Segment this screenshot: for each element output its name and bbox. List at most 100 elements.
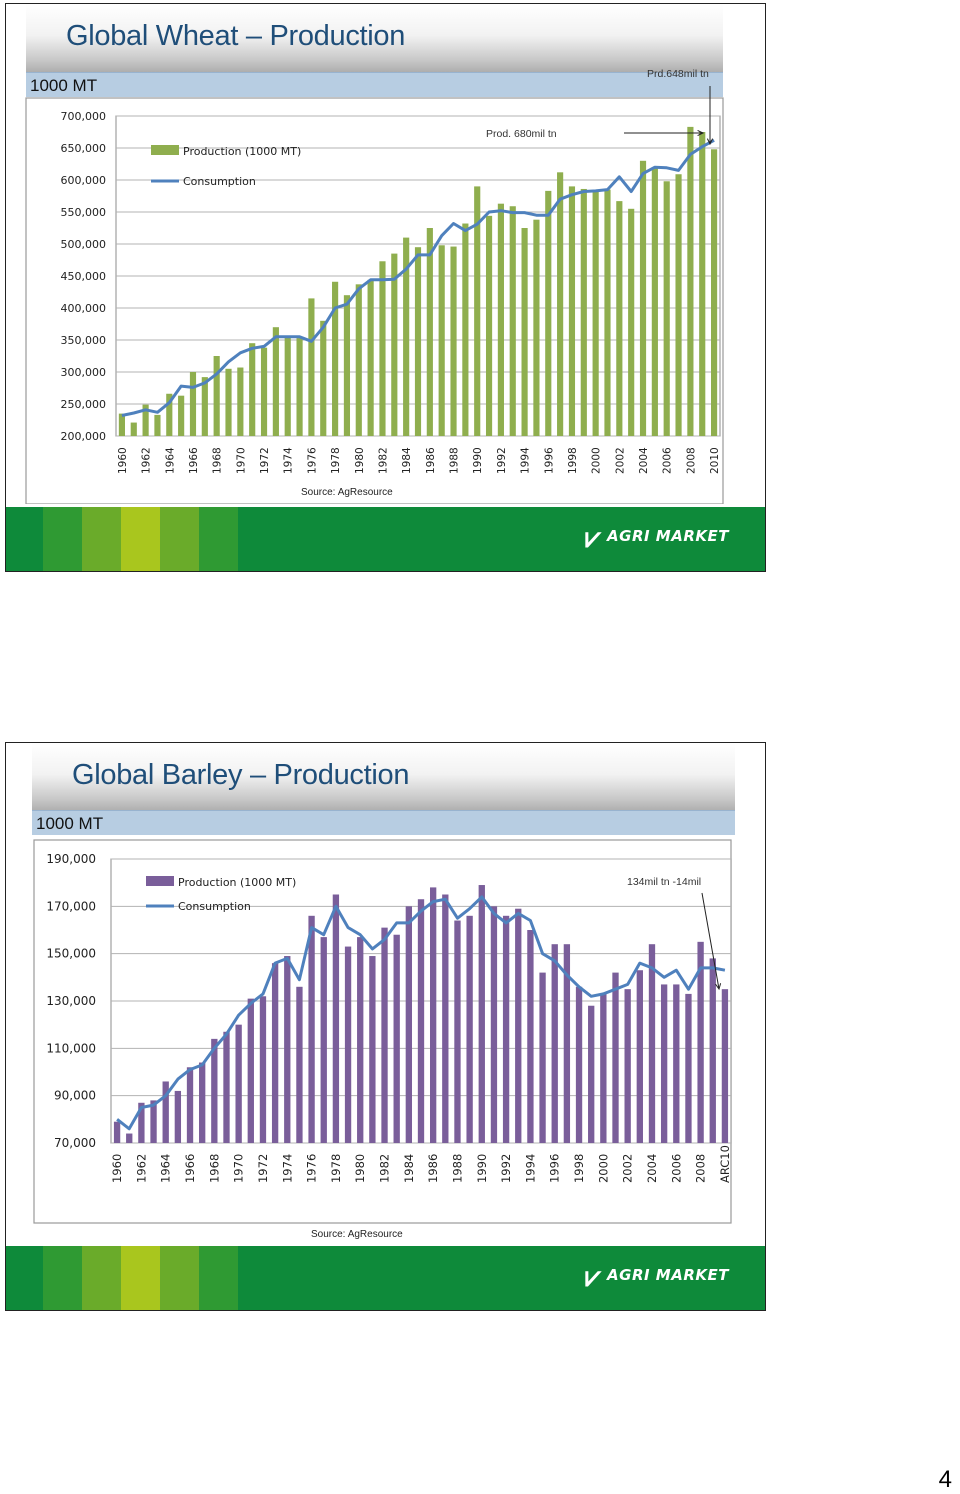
x-tick-label: ARC10	[718, 1145, 732, 1183]
agri-market-logo: ⩗ AGRI MARKET	[585, 521, 729, 555]
y-tick-label: 600,000	[61, 174, 107, 187]
production-bar	[509, 206, 516, 436]
production-bar	[462, 223, 469, 436]
x-tick-label: 1980	[354, 447, 366, 474]
production-bar	[403, 237, 410, 436]
production-bar	[709, 958, 716, 1143]
y-tick-label: 170,000	[46, 899, 96, 913]
consumption-line	[121, 138, 715, 417]
production-bar	[235, 1024, 242, 1143]
footer-stripe	[82, 507, 121, 571]
production-bar	[320, 937, 327, 1143]
logo-text: AGRI MARKET	[607, 1266, 729, 1284]
x-tick-label: 1992	[499, 1154, 513, 1183]
x-tick-label: 1986	[426, 1154, 440, 1183]
production-bar	[697, 941, 704, 1143]
production-bar	[663, 181, 670, 436]
production-bar	[284, 956, 291, 1143]
production-bar	[332, 894, 340, 1143]
x-tick-label: 1988	[449, 447, 461, 474]
production-bar	[675, 174, 682, 437]
footer-band: ⩗ AGRI MARKET	[6, 1246, 765, 1310]
production-bar	[426, 228, 433, 436]
production-bar	[673, 984, 680, 1143]
production-bar	[490, 906, 498, 1143]
production-bar	[355, 284, 362, 436]
source-label: Source: AgResource	[311, 1229, 403, 1240]
production-bar	[259, 996, 267, 1143]
footer-stripe	[43, 1246, 82, 1310]
x-tick-label: 1976	[306, 447, 318, 474]
production-bar	[414, 247, 422, 436]
production-bar	[545, 190, 552, 436]
y-tick-label: 130,000	[46, 994, 96, 1008]
x-tick-label: 1998	[567, 447, 579, 474]
production-bar	[710, 149, 718, 436]
x-tick-label: 1968	[207, 1154, 221, 1183]
production-bar	[563, 944, 571, 1143]
footer-stripe	[121, 507, 160, 571]
footer-stripe	[199, 1246, 238, 1310]
production-bar	[497, 203, 504, 436]
production-bar	[515, 908, 522, 1143]
y-tick-label: 550,000	[61, 206, 107, 219]
production-bar	[118, 413, 126, 436]
production-bar	[588, 1005, 595, 1143]
footer-stripe	[82, 1246, 121, 1310]
x-tick-label: 1984	[401, 447, 413, 474]
legend-label-consumption: Consumption	[178, 900, 251, 913]
annotation-label: 134mil tn -14mil	[627, 876, 701, 888]
production-bar	[201, 377, 208, 436]
x-tick-label: 1982	[377, 447, 389, 474]
x-tick-label: 1970	[235, 447, 247, 474]
production-bar	[450, 246, 457, 436]
x-tick-label: 2000	[591, 447, 603, 474]
x-tick-label: 1990	[472, 447, 484, 474]
y-tick-label: 150,000	[46, 947, 96, 961]
y-tick-label: 250,000	[61, 398, 107, 411]
production-bar	[466, 915, 473, 1143]
production-bar	[604, 189, 611, 436]
production-bar	[178, 395, 185, 436]
footer-stripe	[121, 1246, 160, 1310]
production-bar	[521, 228, 528, 436]
x-tick-label: 2006	[669, 1154, 683, 1183]
production-bar	[527, 930, 534, 1143]
x-tick-label: 1988	[450, 1154, 464, 1183]
y-tick-label: 90,000	[54, 1089, 96, 1103]
x-tick-label: 1964	[164, 447, 176, 474]
production-bar	[442, 894, 449, 1143]
production-bar	[639, 160, 647, 437]
agri-market-logo: ⩗ AGRI MARKET	[585, 1260, 729, 1294]
x-tick-label: 1978	[330, 447, 342, 474]
slide-title: Global Barley – Production	[72, 759, 410, 791]
production-bar	[343, 295, 351, 436]
page-number: 4	[938, 1466, 952, 1493]
production-bar	[533, 219, 540, 436]
production-bar	[130, 422, 137, 436]
annotation-arrowhead	[706, 138, 714, 146]
x-tick-label: 1978	[329, 1154, 343, 1183]
production-bar	[211, 1038, 218, 1143]
x-tick-label: 1960	[110, 1154, 124, 1183]
annotation-arrow	[701, 892, 720, 990]
production-bar	[568, 186, 576, 436]
production-bar	[174, 1090, 182, 1143]
annotation-label: Prd.648mil tn	[647, 68, 709, 80]
x-tick-label: 1966	[188, 447, 200, 474]
production-bar	[320, 320, 327, 436]
production-bar	[150, 1100, 157, 1143]
y-tick-label: 190,000	[46, 852, 96, 866]
production-bar	[260, 347, 268, 436]
x-tick-label: 1968	[212, 447, 224, 474]
production-bar	[247, 998, 254, 1143]
x-tick-label: 1994	[520, 447, 532, 474]
production-bar	[271, 963, 279, 1143]
production-bar	[600, 993, 607, 1143]
production-bar	[369, 956, 376, 1143]
unit-band: 1000 MT	[32, 810, 735, 835]
logo-text: AGRI MARKET	[607, 527, 729, 545]
production-bar	[186, 1067, 194, 1143]
production-bar	[199, 1062, 206, 1143]
production-bar	[272, 327, 279, 436]
